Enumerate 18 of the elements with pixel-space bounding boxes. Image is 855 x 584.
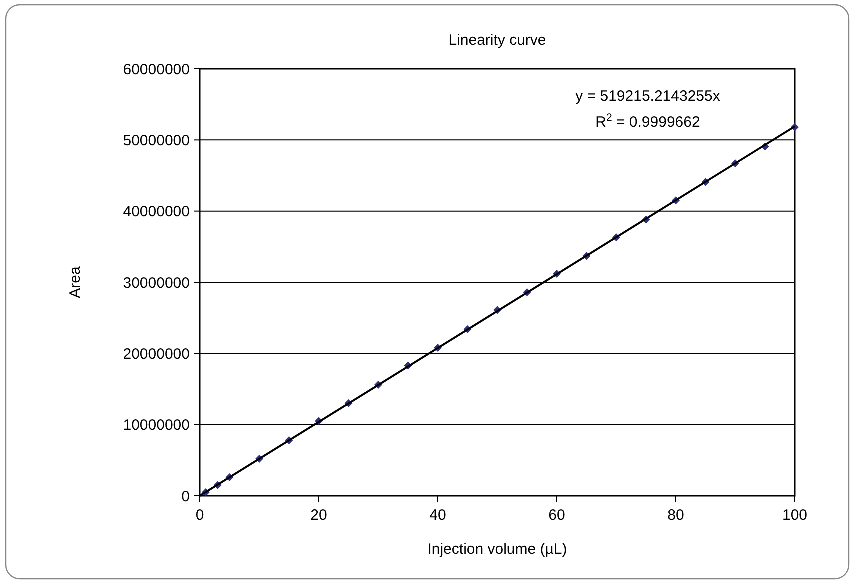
x-axis-title: Injection volume (µL) xyxy=(428,541,568,558)
x-tick-label: 80 xyxy=(668,507,684,524)
y-tick-label: 50000000 xyxy=(123,132,190,150)
y-tick-label: 40000000 xyxy=(123,204,190,221)
y-tick-label: 20000000 xyxy=(123,346,190,363)
x-tick-label: 0 xyxy=(196,507,204,524)
y-tick-label: 0 xyxy=(182,488,190,506)
y-tick-label: 30000000 xyxy=(123,274,190,292)
annotation: R$^{2}$ = 0.9999662 xyxy=(596,112,700,131)
x-tick-label: 40 xyxy=(430,507,446,524)
annotation: y = 519215.2143255x xyxy=(576,88,721,105)
y-tick-label: 60000000 xyxy=(123,61,190,78)
chart-title: Linearity curve xyxy=(448,32,546,49)
y-axis-title: Area xyxy=(67,266,84,298)
x-tick-label: 100 xyxy=(782,507,808,524)
y-tick-label: 10000000 xyxy=(123,417,190,434)
x-tick-label: 60 xyxy=(548,507,566,524)
x-tick-label: 20 xyxy=(310,507,328,524)
